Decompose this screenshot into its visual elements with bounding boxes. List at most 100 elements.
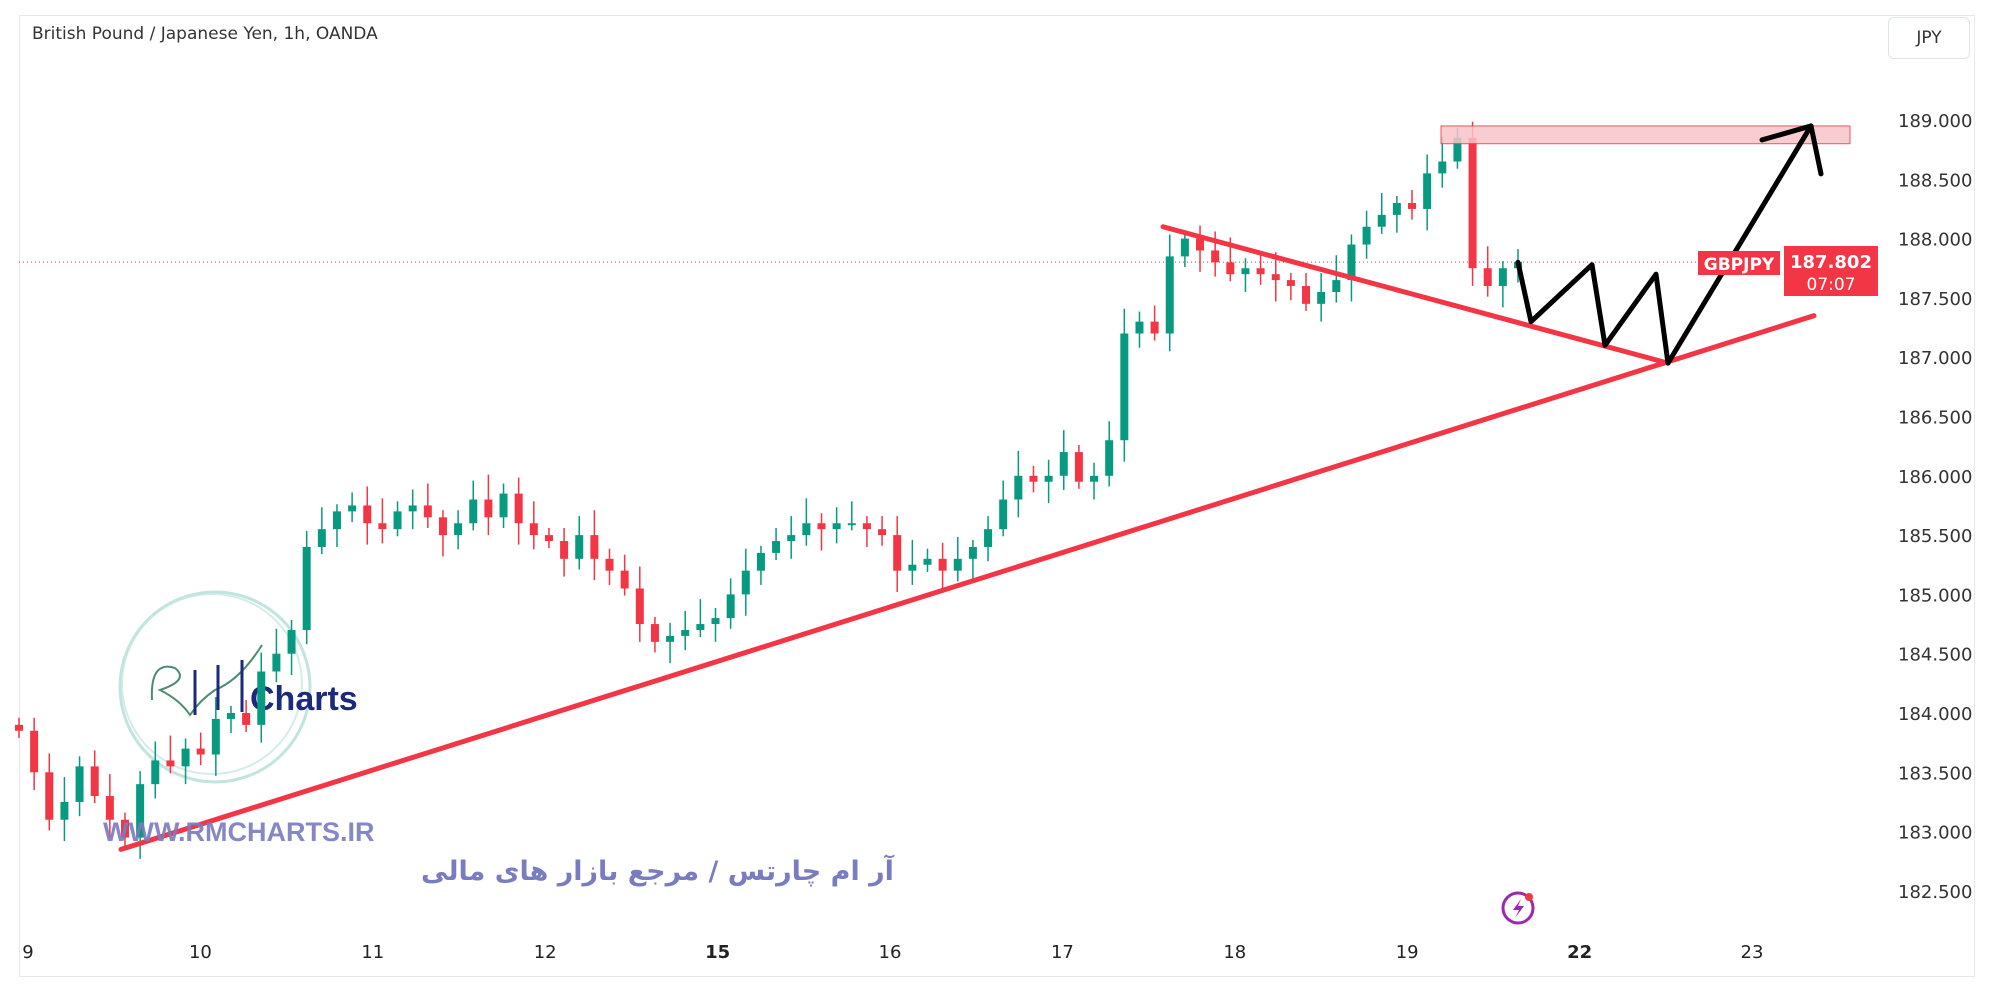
candle-up [1241, 268, 1250, 275]
candle-up [332, 511, 341, 530]
candle-up [1362, 226, 1371, 245]
candle-down [620, 570, 629, 589]
date-tick: 19 [1396, 942, 1419, 963]
candle-up [1135, 321, 1144, 334]
candle-up [1120, 333, 1129, 441]
candle-up [257, 671, 266, 725]
date-tick: 16 [879, 942, 902, 963]
candle-up [741, 570, 750, 595]
date-tick: 17 [1051, 942, 1074, 963]
candles [15, 121, 1698, 859]
candle-up [287, 629, 296, 654]
price-tick: 189.000 [1898, 111, 1972, 132]
candle-down [1286, 280, 1295, 287]
candle-up [454, 523, 463, 536]
candle-down [1074, 452, 1083, 482]
candle-down [1196, 238, 1205, 251]
candle-up [1392, 203, 1401, 215]
candle-up [968, 546, 977, 559]
price-tick: 182.500 [1898, 882, 1972, 903]
candle-down [15, 724, 23, 731]
candle-up [1453, 137, 1462, 162]
lightning-icon[interactable] [1501, 891, 1535, 925]
candle-down [484, 499, 493, 518]
date-tick: 9 [22, 942, 33, 963]
candle-up [847, 523, 856, 526]
price-tick: 186.000 [1898, 467, 1972, 488]
candle-down [544, 535, 553, 542]
candle-up [499, 493, 508, 518]
candle-down [438, 517, 447, 536]
candle-down [1483, 268, 1492, 287]
candle-up [1059, 452, 1068, 476]
candle-down [45, 772, 54, 820]
candle-up [151, 760, 160, 785]
candle-down [1029, 475, 1038, 482]
candle-down [862, 523, 871, 530]
last-price-box [1784, 246, 1878, 296]
candle-up [832, 523, 841, 530]
candle-up [984, 529, 993, 547]
candle-up [1438, 161, 1447, 174]
candle-up [756, 552, 765, 571]
symbol-label: GBPJPY [1704, 255, 1775, 275]
time-axis[interactable]: 9 10 11 12 15 16 17 18 19 22 23 [22, 942, 1763, 963]
symbol-tag [1698, 251, 1780, 275]
price-tick: 187.000 [1898, 348, 1972, 369]
drawings [118, 123, 1851, 852]
candle-up [1090, 475, 1099, 482]
date-tick: 11 [361, 942, 384, 963]
candle-down [1256, 268, 1265, 275]
candle-up [772, 541, 781, 553]
candle-down [893, 535, 902, 571]
candle-up [181, 748, 190, 767]
candle-up [1180, 238, 1189, 257]
candle-up [681, 629, 690, 636]
candle-down [196, 748, 205, 755]
watermark-tagline: آر ام چارتس / مرجع بازار های مالی [421, 854, 895, 887]
candle-up [1014, 475, 1023, 500]
candle-down [1302, 286, 1311, 304]
candle-down [30, 730, 39, 773]
price-tick: 185.000 [1898, 585, 1972, 606]
candle-up [211, 718, 220, 755]
candle-up [60, 801, 69, 820]
candle-up [953, 558, 962, 571]
candle-down [590, 535, 599, 559]
candle-down [166, 760, 175, 767]
candle-up [923, 558, 932, 565]
bar-countdown: 07:07 [1807, 275, 1856, 295]
candle-up [75, 766, 84, 802]
candle-up [575, 535, 584, 559]
candle-down [650, 624, 659, 642]
price-axis[interactable]: 189.000 188.500 188.000 187.500 187.000 186.5… [1898, 111, 1972, 903]
currency-button[interactable]: JPY [1888, 17, 1970, 59]
support-trendline [118, 313, 1817, 852]
candle-down [1408, 203, 1417, 209]
candle-down [378, 523, 387, 530]
price-tick: 186.500 [1898, 408, 1972, 429]
arrow-head [1759, 123, 1824, 177]
candle-down [635, 588, 644, 625]
candle-up [136, 784, 145, 838]
watermark-logo: Charts [118, 590, 358, 784]
candle-up [1377, 214, 1386, 227]
price-tick: 183.500 [1898, 763, 1972, 784]
candle-down [514, 493, 523, 524]
last-price: 187.802 [1790, 252, 1872, 273]
candle-down [363, 505, 372, 524]
candle-up [1317, 291, 1326, 304]
candle-up [393, 511, 402, 530]
candle-down [120, 819, 129, 838]
candle-up [1423, 173, 1432, 209]
candle-down [423, 505, 432, 518]
candle-up [469, 499, 478, 524]
chart-title: British Pound / Japanese Yen, 1h, OANDA [32, 24, 378, 44]
candle-down [1468, 137, 1477, 269]
resistance-trendline [1160, 224, 1671, 366]
candle-down [242, 713, 251, 725]
candle-up [1332, 280, 1341, 292]
price-tick: 183.000 [1898, 823, 1972, 844]
date-tick: 15 [705, 942, 730, 963]
